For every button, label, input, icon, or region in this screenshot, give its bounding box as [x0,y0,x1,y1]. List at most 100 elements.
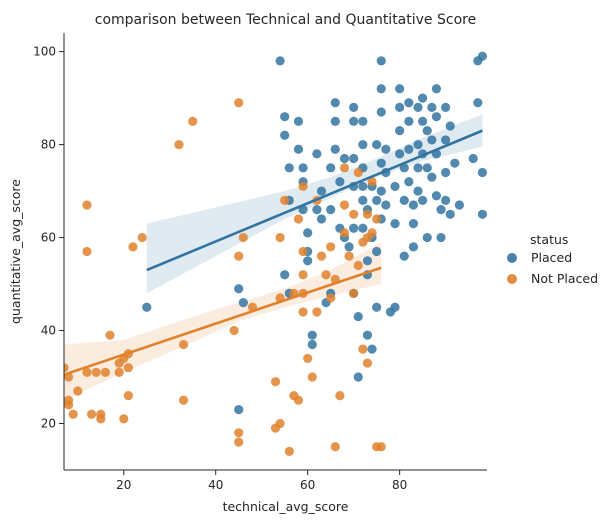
y-tick-label: 80 [41,138,56,152]
data-point [367,228,377,238]
data-point [349,288,359,298]
data-points [64,51,487,457]
data-point [119,414,129,424]
data-point [339,153,350,164]
data-point [418,195,428,205]
legend-label: Placed [531,250,572,265]
data-point [436,205,446,215]
data-point [68,409,78,419]
data-point [114,367,124,377]
data-point [96,414,106,424]
data-point [427,102,437,112]
data-point [321,270,331,280]
data-point [441,135,451,145]
data-point [404,177,414,187]
data-point [367,344,377,354]
data-point [477,209,487,219]
data-point [358,181,368,192]
data-point [316,251,327,261]
x-axis-title: technical_avg_score [223,499,349,514]
data-point [326,293,336,303]
data-point [234,437,244,447]
data-point [477,51,487,61]
data-point [367,177,377,187]
data-point [293,395,304,405]
x-tick-label: 80 [392,478,407,492]
data-point [238,298,248,308]
data-point [395,102,405,112]
x-tick-label: 40 [208,478,223,492]
data-point [436,232,446,243]
data-point [473,98,483,108]
data-point [330,98,340,108]
data-point [376,158,386,168]
data-point [349,209,359,219]
data-point [427,135,437,145]
axes: 20 40 60 80 20 40 60 80 100 [33,33,487,492]
data-point [372,195,382,205]
data-point [298,163,308,173]
data-point [238,232,248,243]
data-point [431,112,442,122]
data-point [280,130,290,140]
y-tick-label: 20 [41,417,56,431]
data-point [372,246,382,257]
data-point [399,163,409,173]
data-point [284,163,294,173]
legend-marker [507,253,517,263]
data-point [303,353,313,364]
data-point [293,116,304,126]
data-point [418,116,428,126]
data-point [142,302,152,312]
data-point [316,186,327,196]
data-point [280,195,290,205]
data-point [376,84,386,94]
data-point [422,126,432,136]
data-point [413,139,423,150]
data-point [303,228,313,238]
data-point [362,330,373,340]
data-point [344,251,354,261]
y-axis-title: quantitative_avg_score [8,179,23,324]
data-point [64,363,69,373]
data-point [335,177,345,187]
data-point [234,284,244,294]
data-point [312,205,322,215]
data-point [450,158,460,168]
data-point [137,232,147,243]
data-point [376,107,386,117]
data-point [454,200,465,210]
data-point [413,186,423,196]
data-point [339,163,350,173]
data-point [123,363,133,373]
data-point [362,256,373,266]
data-point [312,307,322,317]
data-point [353,311,363,322]
data-point [399,251,409,261]
data-point [275,418,285,429]
data-point [349,223,359,233]
y-tick-label: 40 [41,324,56,338]
data-point [413,163,423,173]
data-point [372,302,382,312]
data-point [445,121,455,131]
data-point [326,242,336,252]
regression-lines [64,129,483,376]
data-point [234,404,244,415]
data-point [234,428,244,438]
data-point [372,139,382,150]
data-point [270,377,281,387]
data-point [468,153,478,164]
data-point [441,167,451,178]
data-point [445,209,455,219]
data-point [284,446,294,457]
data-point [408,219,419,229]
data-point [413,102,423,112]
data-point [431,84,442,94]
data-point [422,163,432,173]
data-point [82,246,92,257]
data-point [431,191,442,201]
data-point [326,163,336,173]
data-point [381,200,391,210]
